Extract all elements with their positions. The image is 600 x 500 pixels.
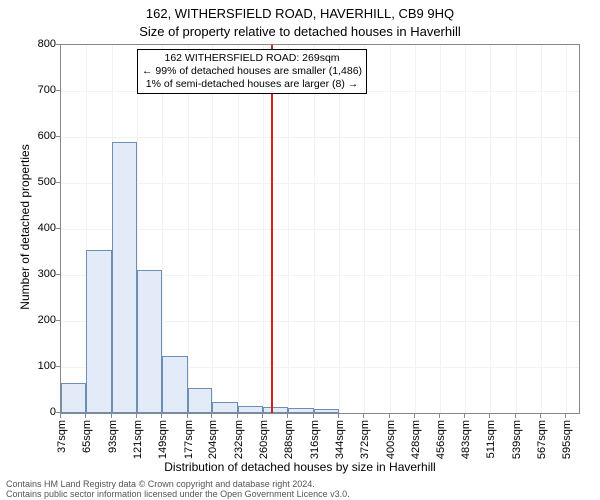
y-tick-mark (56, 274, 60, 275)
x-tick-mark (414, 414, 415, 418)
x-tick-mark (338, 414, 339, 418)
attribution: Contains HM Land Registry data © Crown c… (6, 480, 350, 500)
y-tick-mark (56, 228, 60, 229)
histogram-bar (61, 383, 86, 413)
y-tick-mark (56, 182, 60, 183)
histogram-bar (137, 270, 162, 413)
histogram-bar (288, 408, 313, 413)
x-tick-mark (187, 414, 188, 418)
histogram-bar (162, 356, 187, 414)
x-tick-mark (60, 414, 61, 418)
plot-area: 162 WITHERSFIELD ROAD: 269sqm ← 99% of d… (60, 44, 580, 414)
x-tick-mark (389, 414, 390, 418)
histogram-bar (112, 142, 137, 413)
annotation-line: ← 99% of detached houses are smaller (1,… (142, 65, 362, 78)
y-tick-label: 200 (16, 315, 56, 326)
x-tick-label: 260sqm (258, 420, 270, 460)
histogram-bar (212, 402, 237, 414)
page-title-line2: Size of property relative to detached ho… (0, 24, 600, 39)
histogram-bar (188, 388, 212, 413)
x-tick-label: 483sqm (460, 420, 472, 460)
histogram-bar (263, 407, 288, 413)
x-tick-mark (565, 414, 566, 418)
y-tick-label: 600 (16, 131, 56, 142)
y-tick-label: 300 (16, 269, 56, 280)
y-tick-label: 400 (16, 223, 56, 234)
x-tick-label: 149sqm (157, 420, 169, 460)
x-tick-label: 121sqm (132, 420, 144, 460)
histogram-bar (86, 250, 111, 413)
gridline-h (61, 229, 579, 230)
x-tick-label: 595sqm (561, 420, 573, 460)
x-tick-mark (313, 414, 314, 418)
x-axis-label: Distribution of detached houses by size … (0, 460, 600, 474)
x-tick-mark (211, 414, 212, 418)
y-tick-mark (56, 44, 60, 45)
x-tick-label: 65sqm (81, 420, 93, 460)
y-tick-label: 800 (16, 39, 56, 50)
x-tick-mark (262, 414, 263, 418)
marker-annotation: 162 WITHERSFIELD ROAD: 269sqm ← 99% of d… (137, 49, 367, 94)
reference-marker (271, 45, 273, 413)
y-tick-mark (56, 90, 60, 91)
x-tick-label: 344sqm (334, 420, 346, 460)
x-tick-mark (85, 414, 86, 418)
annotation-line: 1% of semi-detached houses are larger (8… (142, 78, 362, 91)
x-tick-label: 456sqm (435, 420, 447, 460)
x-tick-mark (515, 414, 516, 418)
x-tick-label: 37sqm (56, 420, 68, 460)
x-tick-mark (464, 414, 465, 418)
x-tick-label: 93sqm (107, 420, 119, 460)
gridline-h (61, 183, 579, 184)
x-tick-label: 567sqm (536, 420, 548, 460)
page-title-line1: 162, WITHERSFIELD ROAD, HAVERHILL, CB9 9… (0, 6, 600, 21)
x-tick-label: 400sqm (385, 420, 397, 460)
y-tick-mark (56, 136, 60, 137)
x-tick-label: 288sqm (283, 420, 295, 460)
y-tick-label: 700 (16, 85, 56, 96)
histogram-bar (314, 409, 339, 413)
x-tick-label: 232sqm (233, 420, 245, 460)
annotation-line: 162 WITHERSFIELD ROAD: 269sqm (142, 52, 362, 65)
y-tick-label: 500 (16, 177, 56, 188)
x-tick-label: 204sqm (207, 420, 219, 460)
histogram-bar (238, 406, 263, 413)
y-tick-mark (56, 412, 60, 413)
x-tick-mark (287, 414, 288, 418)
x-tick-label: 316sqm (309, 420, 321, 460)
y-tick-mark (56, 320, 60, 321)
x-tick-mark (237, 414, 238, 418)
x-tick-label: 539sqm (511, 420, 523, 460)
y-tick-label: 100 (16, 361, 56, 372)
x-tick-mark (540, 414, 541, 418)
x-tick-mark (161, 414, 162, 418)
x-tick-mark (489, 414, 490, 418)
x-tick-mark (111, 414, 112, 418)
x-tick-label: 177sqm (183, 420, 195, 460)
gridline-h (61, 137, 579, 138)
x-tick-label: 428sqm (410, 420, 422, 460)
x-tick-mark (363, 414, 364, 418)
x-tick-mark (439, 414, 440, 418)
y-tick-mark (56, 366, 60, 367)
x-tick-mark (136, 414, 137, 418)
x-tick-label: 372sqm (359, 420, 371, 460)
y-tick-label: 0 (16, 407, 56, 418)
x-tick-label: 511sqm (485, 420, 497, 460)
chart-container: 162, WITHERSFIELD ROAD, HAVERHILL, CB9 9… (0, 0, 600, 500)
attribution-line: Contains public sector information licen… (6, 490, 350, 500)
